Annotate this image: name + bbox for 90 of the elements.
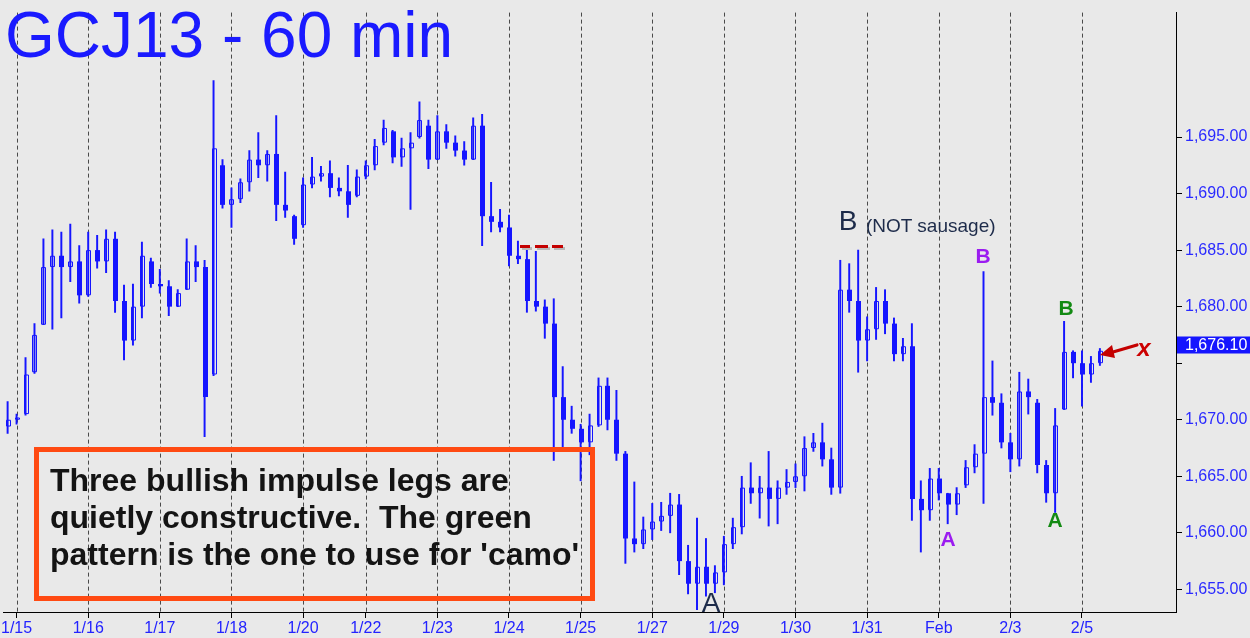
candlestick xyxy=(874,287,879,340)
candlestick xyxy=(247,150,252,192)
candlestick xyxy=(373,138,378,171)
candlestick xyxy=(802,436,807,492)
candlestick xyxy=(212,80,217,376)
candlestick xyxy=(1017,371,1022,467)
candlestick xyxy=(955,487,960,516)
candlestick xyxy=(990,360,995,416)
x-tick-label: 1/30 xyxy=(779,619,812,637)
annotation: B xyxy=(975,243,991,267)
candlestick xyxy=(641,516,646,549)
candlestick xyxy=(964,460,969,488)
y-tick-label: 1,690.00 xyxy=(1185,183,1248,201)
x-tick-label: 1/17 xyxy=(144,619,176,637)
y-tick-label: 1,665.00 xyxy=(1185,466,1248,484)
candlestick xyxy=(776,480,781,525)
candlestick xyxy=(973,444,978,474)
candlestick xyxy=(265,150,270,182)
candlestick xyxy=(68,223,73,283)
candlestick xyxy=(928,468,933,521)
candlestick xyxy=(41,238,46,326)
candlestick xyxy=(400,137,405,167)
candlestick xyxy=(758,475,763,519)
candlestick xyxy=(301,177,306,228)
x-tick-label: 1/16 xyxy=(72,619,104,637)
candlestick xyxy=(740,475,745,535)
candlestick xyxy=(597,377,602,427)
candlestick xyxy=(32,323,37,374)
candlestick xyxy=(650,503,655,540)
y-tick-label: 1,695.00 xyxy=(1185,127,1248,145)
annotation: Three bullish impulse legs are quietly constructive. The green pattern is the one to use for 'camo' xyxy=(50,462,581,573)
x-tick-label: Feb xyxy=(924,619,953,637)
candlestick xyxy=(158,268,163,294)
annotation: A xyxy=(701,586,721,618)
candlestick xyxy=(865,316,870,362)
x-tick-label: 2/3 xyxy=(999,619,1022,637)
annotation: (NOT sausage) xyxy=(866,215,996,237)
candlestick xyxy=(24,357,29,416)
candlestick xyxy=(632,481,637,553)
candlestick xyxy=(713,565,718,594)
y-tick-label: 1,680.00 xyxy=(1185,297,1248,315)
candlestick xyxy=(417,101,422,139)
annotation: A xyxy=(940,526,956,550)
x-tick-label: 1/15 xyxy=(1,619,33,637)
candlestick xyxy=(1053,408,1058,513)
chart-title: GCJ13 - 60 min xyxy=(5,0,454,71)
annotation: x xyxy=(1135,333,1153,361)
x-tick-label: 2/5 xyxy=(1070,619,1094,637)
candlestick xyxy=(695,517,700,611)
x-tick-label: 1/31 xyxy=(851,619,883,637)
candlestick xyxy=(838,259,843,494)
x-tick-label: 1/18 xyxy=(215,619,248,637)
candlestick xyxy=(1098,348,1103,366)
candlestick xyxy=(722,535,727,586)
x-tick-label: 1/25 xyxy=(565,619,597,637)
candlestick xyxy=(6,401,11,434)
candlestick xyxy=(731,517,736,549)
candlestick xyxy=(355,169,360,198)
y-tick-label: 1,655.00 xyxy=(1185,579,1248,597)
candlestick xyxy=(382,119,387,146)
text: 1,676.10 xyxy=(1185,336,1248,354)
candlestick xyxy=(185,238,190,291)
candlestick xyxy=(140,241,145,319)
x-tick-label: 1/24 xyxy=(493,619,525,637)
x-tick-label: 1/27 xyxy=(636,619,668,637)
candlestick xyxy=(534,250,539,312)
annotation: B xyxy=(838,204,858,236)
x-tick-label: 1/23 xyxy=(421,619,454,637)
annotation: B xyxy=(1058,295,1074,319)
candlestick xyxy=(104,229,109,274)
candlestick xyxy=(238,178,243,203)
y-tick-label: 1,670.00 xyxy=(1185,410,1248,428)
candlestick xyxy=(86,231,91,297)
y-tick-label: 1,660.00 xyxy=(1185,523,1248,541)
x-tick-label: 1/20 xyxy=(287,619,319,637)
candlestick xyxy=(435,115,440,160)
candlestick xyxy=(659,501,664,531)
y-tick-label: 1,685.00 xyxy=(1185,240,1248,258)
annotation: A xyxy=(1047,507,1063,531)
x-tick-label: 1/29 xyxy=(708,619,740,637)
candlestick xyxy=(229,187,234,228)
candlestick xyxy=(668,492,673,534)
candlestick xyxy=(1089,356,1094,383)
candlestick xyxy=(131,283,136,346)
candlestick xyxy=(471,117,476,160)
candlestick xyxy=(50,229,55,330)
candlestick xyxy=(1062,321,1067,410)
candlestick xyxy=(901,337,906,362)
candlestick xyxy=(785,469,790,495)
x-tick-label: 1/22 xyxy=(350,619,382,637)
